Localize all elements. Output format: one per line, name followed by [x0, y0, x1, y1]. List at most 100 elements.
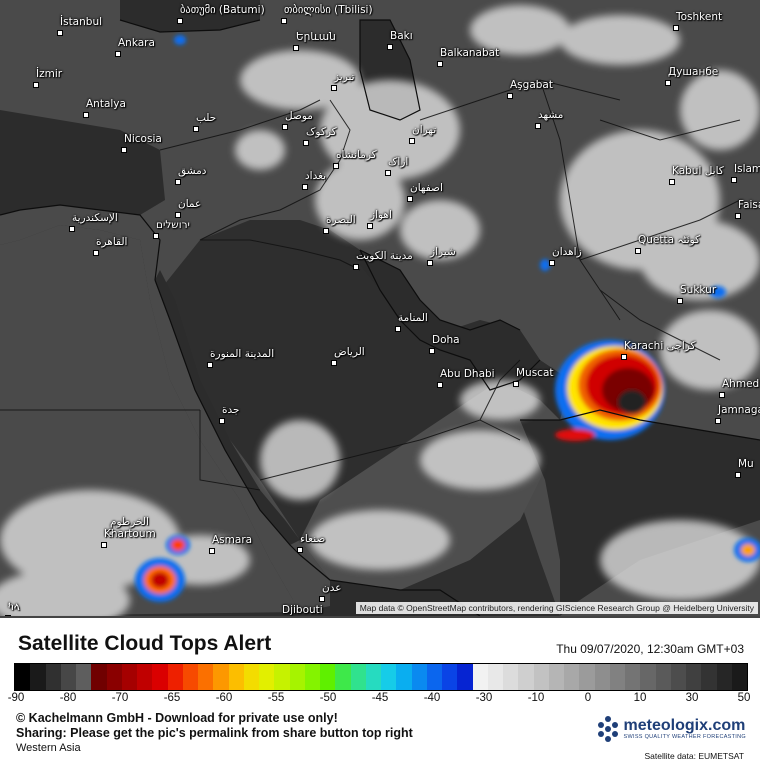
city-label: ירושלים [156, 219, 190, 231]
city-label: الإسكندرية [72, 212, 118, 224]
scale-tick-label: -50 [319, 692, 337, 704]
color-scale-swatch [564, 664, 580, 690]
color-scale-swatch [457, 664, 473, 690]
clouds [0, 5, 760, 616]
color-scale-swatch [335, 664, 351, 690]
scale-tick-label: 0 [584, 692, 592, 704]
city-marker [193, 126, 199, 132]
scale-tick-label: -80 [59, 692, 77, 704]
city-marker [93, 250, 99, 256]
color-scale-swatch [365, 664, 381, 690]
city-marker [293, 45, 299, 51]
color-scale-swatch [533, 664, 549, 690]
color-scale-swatch [289, 664, 305, 690]
city-label: بغداد [305, 170, 327, 182]
coastlines [0, 19, 760, 616]
city-marker [282, 124, 288, 130]
color-scale-swatch [670, 664, 686, 690]
scale-tick-label: 10 [633, 692, 647, 704]
city-label: Muscat [516, 367, 554, 379]
city-label: صنعاء [300, 533, 326, 545]
color-scale-swatch [228, 664, 244, 690]
color-scale-swatch [76, 664, 92, 690]
color-scale-swatch [731, 664, 747, 690]
copyright-notice: © Kachelmann GmbH - Download for private… [16, 711, 338, 725]
city-marker [115, 51, 121, 57]
city-marker [302, 184, 308, 190]
city-label: اصفهان [410, 182, 443, 194]
color-scale-swatch [91, 664, 107, 690]
color-scale-swatch [609, 664, 625, 690]
city-label: اراک [388, 156, 409, 168]
city-marker [513, 381, 519, 387]
satellite-map: İstanbul Ankara İzmir Antalya Nicosia حلب دمشق… [0, 0, 760, 616]
city-marker [549, 260, 555, 266]
city-label: Faisa [738, 199, 760, 211]
brand-tagline: SWISS QUALITY WEATHER FORECASTING [623, 734, 746, 740]
color-scale-swatch [503, 664, 519, 690]
city-marker [209, 548, 215, 554]
color-scale-swatch [60, 664, 76, 690]
city-label: کرمانشاه [336, 149, 377, 161]
color-scale-swatch [274, 664, 290, 690]
color-scale-swatch [426, 664, 442, 690]
scale-tick-label: -10 [527, 692, 545, 704]
city-label: Djibouti [282, 604, 323, 616]
meteologix-logo-icon [597, 716, 618, 742]
city-label: مشهد [538, 109, 564, 121]
scale-tick-label: -60 [215, 692, 233, 704]
city-label: Ahmed [722, 378, 760, 390]
city-label: Bakı [390, 30, 413, 42]
color-scale-swatch [30, 664, 46, 690]
region-label: Western Asia [16, 742, 81, 754]
city-label: თბილისი (Tbilisi) [284, 4, 373, 16]
city-marker [621, 354, 627, 360]
city-marker [121, 147, 127, 153]
city-marker [153, 233, 159, 239]
color-scale-swatch [686, 664, 702, 690]
city-marker [107, 530, 113, 536]
city-marker [331, 85, 337, 91]
city-label: المدينة المنورة [210, 348, 275, 360]
city-marker [219, 418, 225, 424]
city-label: İzmir [36, 68, 63, 80]
city-marker [385, 170, 391, 176]
city-marker [303, 140, 309, 146]
color-scale-swatch [213, 664, 229, 690]
color-scale-swatch [518, 664, 534, 690]
city-label: موصل [285, 110, 313, 122]
city-marker [669, 179, 675, 185]
city-label: Asmara [212, 534, 253, 546]
city-marker [5, 615, 11, 616]
city-marker [69, 226, 75, 232]
city-label: القاهرة [96, 236, 128, 248]
brand-name: meteologix.com [623, 717, 746, 734]
color-scale-swatch [381, 664, 397, 690]
city-label: شیراز [430, 246, 456, 258]
city-marker [83, 112, 89, 118]
city-label: ካላ [8, 601, 20, 613]
color-scale-swatch [15, 664, 31, 690]
city-marker [101, 542, 107, 548]
city-marker [437, 61, 443, 67]
color-scale-swatch [579, 664, 595, 690]
scale-tick-label: 50 [737, 692, 751, 704]
city-marker [407, 196, 413, 202]
color-scale-swatch [640, 664, 656, 690]
brand-logo[interactable]: meteologix.com SWISS QUALITY WEATHER FOR… [596, 714, 746, 744]
city-label: Antalya [86, 98, 126, 110]
city-marker [323, 228, 329, 234]
city-label: Mu [738, 458, 754, 470]
city-marker [175, 179, 181, 185]
city-marker [719, 392, 725, 398]
color-scale-swatch [472, 664, 488, 690]
scale-tick-label: -65 [163, 692, 181, 704]
city-marker [395, 326, 401, 332]
color-scale-swatch [655, 664, 671, 690]
city-marker [57, 30, 63, 36]
city-marker [665, 80, 671, 86]
city-marker [429, 348, 435, 354]
city-label: ბათუმი (Batumi) [180, 4, 265, 16]
color-scale-bar [14, 663, 748, 691]
city-label: المنامة [398, 312, 428, 324]
